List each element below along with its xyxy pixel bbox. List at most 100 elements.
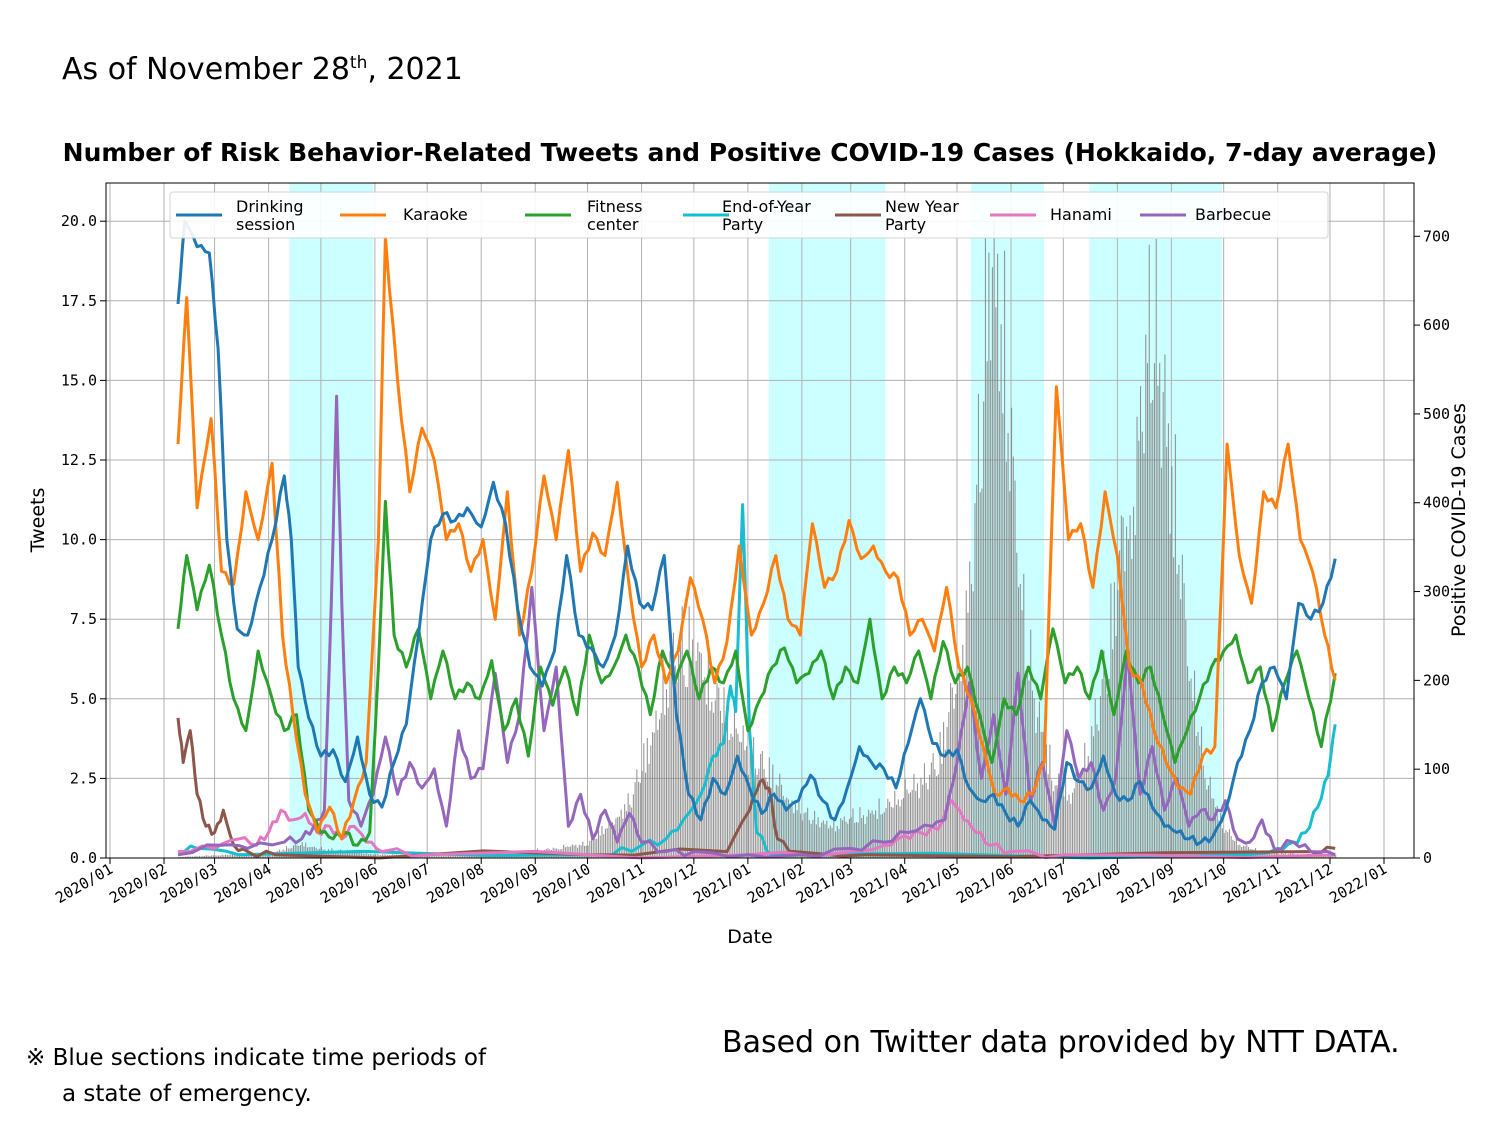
case-bar xyxy=(364,853,366,858)
case-bar xyxy=(885,807,887,858)
case-bar xyxy=(1031,690,1033,858)
case-bar xyxy=(1051,780,1053,858)
x-axis-label: Date xyxy=(727,926,772,948)
case-bar xyxy=(751,762,753,858)
case-bar xyxy=(803,813,805,858)
case-bar xyxy=(191,856,193,858)
case-bar xyxy=(929,774,931,858)
x-tick-label: 2020/09 xyxy=(477,860,541,907)
case-bar xyxy=(652,732,654,858)
case-bar xyxy=(1188,681,1190,858)
case-bar xyxy=(603,834,605,858)
case-bar xyxy=(345,852,347,858)
case-bar xyxy=(1136,416,1138,858)
case-bar xyxy=(638,781,640,858)
case-bar xyxy=(221,854,223,858)
case-bar xyxy=(299,845,302,858)
case-bar xyxy=(1157,385,1159,858)
case-bar xyxy=(631,807,633,858)
case-bar xyxy=(1077,774,1079,858)
case-bar xyxy=(958,669,960,858)
case-bar xyxy=(1028,680,1030,858)
chart: 2020/012020/022020/032020/042020/052020/… xyxy=(27,182,1470,948)
case-bar xyxy=(768,757,770,858)
case-bar xyxy=(453,854,455,858)
case-bar xyxy=(1110,583,1112,858)
case-bar xyxy=(836,825,838,858)
legend-label-end_of_year: End-of-Year Party xyxy=(722,197,811,234)
case-bar xyxy=(1150,402,1152,858)
case-bar xyxy=(840,818,842,858)
case-bar xyxy=(1113,582,1115,858)
case-bar xyxy=(1038,701,1040,858)
case-bar xyxy=(843,816,845,858)
case-bar xyxy=(1204,778,1206,858)
legend-label-new_year: New Year Party xyxy=(885,197,959,234)
case-bar xyxy=(916,783,918,858)
series-line-karaoke xyxy=(176,235,1337,841)
case-bar xyxy=(906,789,908,858)
case-bar xyxy=(775,784,777,858)
case-bar xyxy=(1162,392,1164,858)
case-bar xyxy=(591,838,593,858)
case-bar xyxy=(219,855,221,858)
case-bar xyxy=(1190,678,1192,858)
case-bar xyxy=(378,854,380,858)
case-bar xyxy=(587,845,589,858)
legend-label-line: Drinking xyxy=(236,197,304,216)
y-tick-label: 2.5 xyxy=(70,769,97,787)
case-bar xyxy=(857,822,859,858)
case-bar xyxy=(1021,610,1023,858)
case-bar xyxy=(373,854,375,858)
case-bar xyxy=(204,855,206,858)
case-bar xyxy=(610,821,612,858)
case-bar xyxy=(1079,781,1081,858)
case-bar xyxy=(1213,798,1215,858)
case-bar xyxy=(1221,828,1223,858)
case-bar xyxy=(451,855,453,858)
case-bar xyxy=(1223,833,1225,858)
case-bar xyxy=(179,856,181,858)
case-bar xyxy=(873,814,875,858)
case-bar xyxy=(735,728,737,858)
case-bar xyxy=(223,855,225,858)
case-bar xyxy=(911,789,913,858)
case-bar xyxy=(230,854,232,858)
case-bar xyxy=(1042,731,1044,858)
case-bar xyxy=(272,853,274,858)
case-bar xyxy=(725,718,727,858)
case-bar xyxy=(425,855,427,858)
as-of-year: , 2021 xyxy=(367,52,463,87)
case-bar xyxy=(979,492,981,858)
case-bar xyxy=(376,853,378,858)
x-tick-label: 2020/12 xyxy=(636,860,700,907)
case-bar xyxy=(1016,552,1018,858)
case-bar xyxy=(441,854,443,858)
series-line-end_of_year xyxy=(177,503,1337,860)
case-bar xyxy=(458,854,460,858)
case-bar xyxy=(681,606,683,858)
x-tick-label: 2021/07 xyxy=(1006,860,1070,907)
case-bar xyxy=(1140,386,1142,858)
case-bar xyxy=(740,742,742,858)
case-bar xyxy=(428,855,430,858)
case-bar xyxy=(969,561,971,858)
case-bar xyxy=(784,799,786,858)
case-bar xyxy=(1058,773,1060,858)
case-bar xyxy=(761,751,763,858)
case-bar xyxy=(713,712,715,858)
case-bar xyxy=(951,687,953,858)
case-bar xyxy=(807,807,809,858)
x-tick-label: 2021/08 xyxy=(1060,860,1124,907)
case-bar xyxy=(1138,440,1140,858)
y2-tick-label: 0 xyxy=(1423,849,1432,867)
case-bar xyxy=(998,391,1000,858)
case-bar xyxy=(721,723,723,858)
case-bar xyxy=(829,825,831,858)
case-bar xyxy=(1134,535,1136,858)
case-bar xyxy=(584,845,586,858)
case-bar xyxy=(944,749,946,858)
case-bar xyxy=(798,801,800,858)
case-bar xyxy=(646,737,648,858)
case-bar xyxy=(695,660,697,858)
